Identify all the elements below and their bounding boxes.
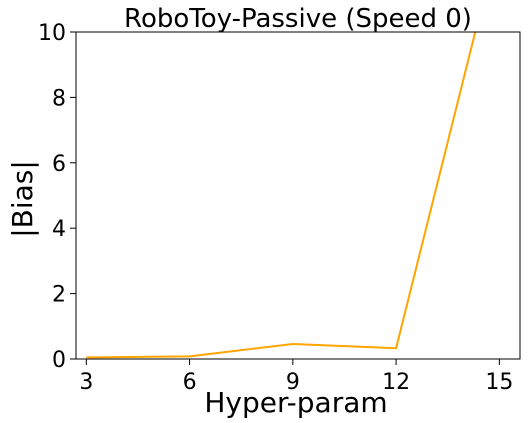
series-line <box>86 32 477 359</box>
x-tick-label: 9 <box>286 370 300 395</box>
y-axis-label: |Bias| <box>6 160 39 238</box>
y-tick-label: 2 <box>52 283 66 308</box>
x-axis-label: Hyper-param <box>204 386 387 419</box>
x-tick-label: 12 <box>382 370 410 395</box>
chart-title: RoboToy-Passive (Speed 0) <box>124 4 472 34</box>
x-tick-label: 6 <box>183 370 197 395</box>
y-axis-ticks: 0 2 4 6 8 10 <box>38 21 76 373</box>
y-tick-label: 6 <box>52 152 66 177</box>
y-tick-label: 10 <box>38 21 66 46</box>
y-tick-label: 0 <box>52 348 66 373</box>
x-tick-label: 3 <box>79 370 93 395</box>
y-tick-label: 8 <box>52 86 66 111</box>
x-tick-label: 15 <box>485 370 513 395</box>
series-layer <box>86 32 477 359</box>
plot-frame <box>75 31 521 360</box>
x-axis-ticks: 3 6 9 12 15 <box>79 359 513 395</box>
y-tick-label: 4 <box>52 217 66 242</box>
